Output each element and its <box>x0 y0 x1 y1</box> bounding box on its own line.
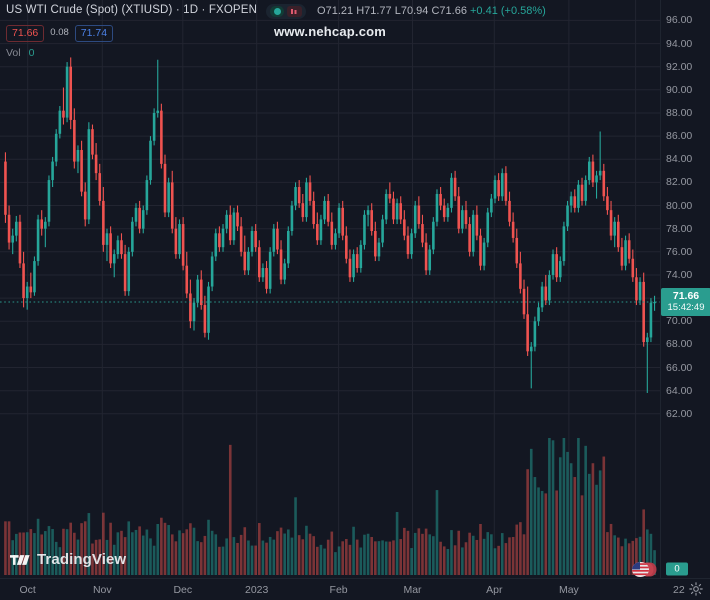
price-tick: 90.00 <box>666 83 693 96</box>
current-price-value: 71.66 <box>672 290 700 302</box>
candlestick-svg <box>0 0 660 575</box>
price-tick: 76.00 <box>666 245 693 258</box>
us-flag-event-icon[interactable] <box>629 561 659 578</box>
spread-value: 0.08 <box>50 27 69 39</box>
volume-value-badge: 0 <box>666 562 688 576</box>
tradingview-mark-icon <box>10 554 30 565</box>
price-scale[interactable]: 96.00 94.00 92.00 90.00 88.00 86.00 84.00 82.00… <box>660 0 710 578</box>
volume-label[interactable]: Vol <box>6 46 21 59</box>
tradingview-wordmark: TradingView <box>37 551 127 568</box>
price-tick: 66.00 <box>666 361 693 374</box>
price-tick: 70.00 <box>666 315 693 328</box>
current-price-badge: 71.66 15:42:49 <box>661 288 710 316</box>
tradingview-logo[interactable]: TradingView <box>10 551 126 568</box>
price-tick: 80.00 <box>666 199 693 212</box>
time-tick: Apr <box>486 584 503 596</box>
price-tick: 86.00 <box>666 130 693 143</box>
price-tick: 78.00 <box>666 222 693 235</box>
chart-legend: US WTI Crude (Spot) (XTIUSD) · 1D · FXOP… <box>6 3 546 60</box>
ohlc-o-label: O <box>317 4 326 17</box>
volume-legend-row: Vol 0 <box>6 46 546 60</box>
price-tick: 64.00 <box>666 384 693 397</box>
time-tick: Dec <box>173 584 193 596</box>
ohlc-h-value: 71.77 <box>364 4 392 17</box>
price-tick: 68.00 <box>666 338 693 351</box>
time-tick: 2023 <box>245 584 269 596</box>
legend-badges <box>266 3 307 19</box>
site-watermark: www.nehcap.com <box>273 24 387 39</box>
symbol-title[interactable]: US WTI Crude (Spot) (XTIUSD) · 1D · FXOP… <box>6 4 258 17</box>
volume-value: 0 <box>28 46 35 59</box>
legend-symbol-row: US WTI Crude (Spot) (XTIUSD) · 1D · FXOP… <box>6 3 546 19</box>
price-tick: 88.00 <box>666 107 693 119</box>
bid-price[interactable]: 71.66 <box>6 24 45 42</box>
ask-price[interactable]: 71.74 <box>74 24 114 42</box>
time-scale[interactable]: Oct Nov Dec 2023 Feb Mar Apr May 22 <box>0 578 710 600</box>
ohlc-o-value: 71.21 <box>325 4 354 17</box>
price-tick: 94.00 <box>666 37 693 50</box>
ohlc-values: O71.21 H71.77 L70.94 C71.66 +0.41 (+0.58… <box>317 4 546 17</box>
ohlc-c-label: C <box>431 4 440 17</box>
chart-style-icon[interactable] <box>287 5 303 17</box>
time-tick: Nov <box>92 584 112 596</box>
gear-icon[interactable] <box>689 582 703 596</box>
time-tick: Oct <box>19 584 36 596</box>
connection-ok-dot-icon[interactable] <box>270 5 285 17</box>
time-tick: Feb <box>329 584 348 596</box>
ohlc-h-label: H <box>356 4 365 17</box>
price-tick: 92.00 <box>666 60 693 73</box>
current-price-time: 15:42:49 <box>667 302 705 313</box>
time-tick: Mar <box>403 584 422 596</box>
bid-ask-row: 71.66 0.08 71.74 <box>6 24 546 42</box>
price-tick: 74.00 <box>666 269 693 281</box>
price-tick: 62.00 <box>666 407 693 420</box>
price-tick: 84.00 <box>666 153 693 166</box>
ohlc-l-label: L <box>394 4 401 17</box>
chart-plot-area[interactable] <box>0 0 660 578</box>
time-tick: May <box>558 584 579 596</box>
ohlc-c-value: 71.66 <box>439 4 467 17</box>
price-tick: 82.00 <box>666 176 693 189</box>
time-tick: 22 <box>673 584 685 596</box>
ohlc-change: +0.41 (+0.58%) <box>470 4 546 17</box>
price-tick: 96.00 <box>666 14 693 27</box>
ohlc-l-value: 70.94 <box>400 4 429 17</box>
